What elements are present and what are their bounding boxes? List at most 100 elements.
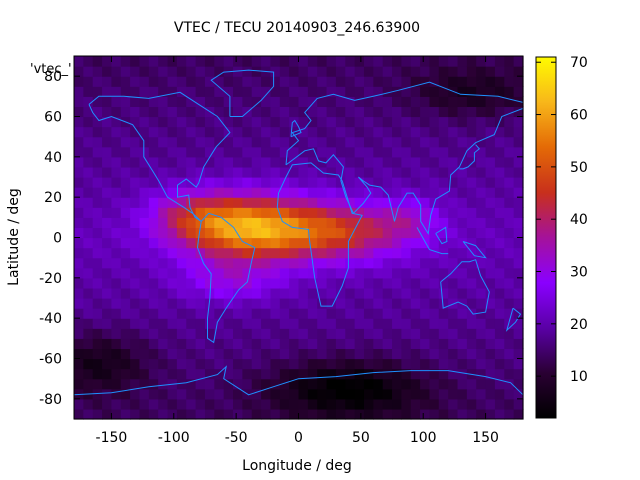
heatmap-cell: [354, 136, 365, 148]
heatmap-cell: [373, 126, 384, 138]
heatmap-cell: [307, 76, 318, 87]
heatmap-cell: [74, 298, 84, 309]
heatmap-cell: [307, 126, 318, 138]
heatmap-cell: [401, 177, 412, 188]
heatmap-cell: [167, 187, 178, 198]
heatmap-cell: [298, 308, 309, 319]
heatmap-cell: [270, 368, 281, 380]
heatmap-cell: [448, 207, 459, 218]
heatmap-cell: [420, 318, 431, 329]
heatmap-cell: [494, 378, 505, 390]
x-tick-label: -100: [158, 430, 190, 446]
heatmap-cell: [261, 217, 272, 229]
heatmap-cell: [513, 86, 524, 97]
heatmap-cell: [363, 217, 374, 229]
heatmap-cell: [214, 257, 225, 269]
heatmap-cell: [494, 86, 505, 97]
heatmap-cell: [429, 146, 440, 158]
heatmap-cell: [504, 257, 515, 269]
heatmap-cell: [326, 227, 337, 239]
heatmap-cell: [261, 257, 272, 269]
heatmap-cell: [410, 96, 421, 108]
heatmap-cell: [476, 66, 487, 77]
heatmap-cell: [429, 227, 440, 239]
heatmap-cell: [195, 177, 206, 188]
heatmap-cell: [186, 217, 197, 229]
heatmap-cell: [176, 166, 187, 178]
heatmap-cell: [345, 146, 356, 158]
heatmap-cell: [92, 156, 103, 168]
heatmap-cell: [513, 267, 524, 279]
heatmap-cell: [354, 338, 365, 350]
heatmap-cell: [270, 348, 281, 360]
heatmap-cell: [74, 86, 84, 97]
heatmap-cell: [102, 96, 113, 108]
heatmap-cell: [513, 56, 524, 67]
heatmap-cell: [289, 106, 300, 118]
heatmap-cell: [270, 277, 281, 289]
heatmap-cell: [410, 207, 421, 218]
heatmap-cell: [438, 267, 449, 279]
heatmap-cell: [223, 96, 234, 108]
heatmap-cell: [457, 96, 468, 108]
heatmap-cell: [148, 66, 159, 77]
heatmap-cell: [176, 66, 187, 77]
heatmap-cell: [130, 66, 141, 77]
heatmap-cell: [92, 166, 103, 178]
heatmap-cell: [214, 166, 225, 178]
heatmap-cell: [457, 166, 468, 178]
heatmap-cell: [233, 96, 243, 108]
heatmap-cell: [448, 187, 459, 198]
heatmap-cell: [158, 328, 169, 339]
heatmap-cell: [504, 308, 515, 319]
coastline: [73, 365, 524, 396]
heatmap-cell: [401, 166, 412, 178]
heatmap-cell: [167, 298, 178, 309]
heatmap-cell: [373, 358, 384, 370]
heatmap-cell: [74, 56, 84, 67]
heatmap-cell: [120, 277, 131, 289]
heatmap-cell: [485, 247, 496, 259]
heatmap-cell: [167, 106, 178, 118]
heatmap-cell: [186, 166, 197, 178]
heatmap-cell: [410, 66, 421, 77]
heatmap-cell: [176, 298, 187, 309]
heatmap-cell: [298, 358, 309, 370]
heatmap-cell: [204, 177, 215, 188]
heatmap-cell: [74, 378, 84, 390]
colorbar-tick-label: 40: [570, 212, 588, 228]
heatmap-cell: [214, 207, 225, 218]
heatmap-cell: [120, 388, 131, 400]
heatmap-cell: [195, 267, 206, 279]
heatmap-cell: [83, 56, 94, 67]
heatmap-cell: [158, 197, 169, 208]
heatmap-cell: [92, 86, 103, 97]
heatmap-cell: [410, 106, 421, 118]
heatmap-cell: [270, 86, 281, 97]
heatmap-cell: [233, 277, 243, 289]
heatmap-cell: [345, 86, 356, 97]
heatmap-cell: [195, 348, 206, 360]
heatmap-cell: [335, 257, 346, 269]
heatmap-cell: [214, 76, 225, 87]
heatmap-cell: [335, 86, 346, 97]
heatmap-cell: [429, 187, 440, 198]
heatmap-cell: [289, 298, 300, 309]
heatmap-cell: [494, 247, 505, 259]
heatmap-cell: [270, 116, 281, 128]
heatmap-cell: [335, 187, 346, 198]
heatmap-cell: [298, 277, 309, 289]
heatmap-cell: [485, 136, 496, 148]
heatmap-cell: [120, 187, 131, 198]
heatmap-cell: [410, 146, 421, 158]
heatmap-cell: [204, 166, 215, 178]
heatmap-cell: [420, 217, 431, 229]
heatmap-cell: [223, 388, 234, 400]
heatmap-cell: [120, 398, 131, 410]
heatmap-cell: [476, 156, 487, 168]
heatmap-cell: [102, 146, 113, 158]
heatmap-cell: [382, 308, 393, 319]
heatmap-cell: [195, 187, 206, 198]
heatmap-cell: [270, 267, 281, 279]
heatmap-cell: [420, 257, 431, 269]
